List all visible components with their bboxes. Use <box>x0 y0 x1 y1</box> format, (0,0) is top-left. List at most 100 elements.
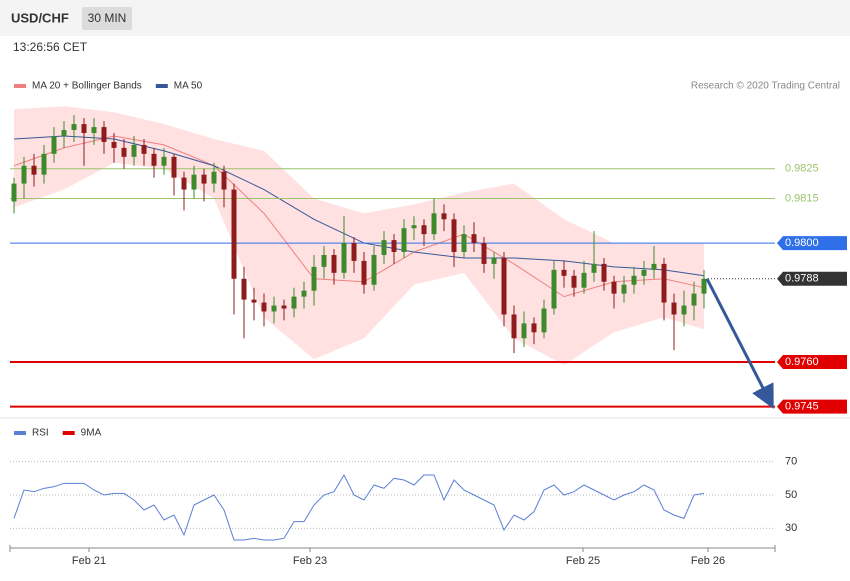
candle-body <box>41 153 47 175</box>
candle-body <box>691 293 697 306</box>
x-tick-label: Feb 23 <box>293 555 327 567</box>
candle-body <box>11 183 17 202</box>
y-tick-label: 30 <box>785 522 797 534</box>
candle-body <box>251 299 257 303</box>
level-label: 0.9745 <box>785 401 819 413</box>
candle-body <box>641 269 647 276</box>
level-label: 0.9825 <box>785 163 819 175</box>
legend-label: RSI <box>32 428 49 439</box>
candle-body <box>321 254 327 267</box>
candle-body <box>501 257 507 315</box>
legend-swatch <box>14 84 26 88</box>
interval-badge[interactable] <box>82 7 132 30</box>
candle-body <box>371 254 377 285</box>
candle-body <box>481 243 487 264</box>
candle-body <box>451 219 457 252</box>
candle-body <box>191 174 197 190</box>
level-label: 0.9815 <box>785 192 819 204</box>
candle-body <box>351 243 357 261</box>
candle-body <box>301 290 307 297</box>
candle-body <box>71 124 77 131</box>
candle-body <box>171 156 177 178</box>
candle-body <box>261 302 267 312</box>
symbol: USD/CHF <box>11 10 69 25</box>
candle-body <box>361 260 367 285</box>
candle-body <box>331 254 337 273</box>
candle-body <box>341 243 347 273</box>
level-tag <box>777 236 847 251</box>
candle-body <box>531 323 537 333</box>
candle-body <box>81 124 87 134</box>
candle-body <box>551 269 557 309</box>
candle-body <box>281 305 287 309</box>
candle-body <box>571 275 577 288</box>
level-label: 0.9800 <box>785 237 819 249</box>
candle-body <box>221 171 227 190</box>
candle-body <box>151 153 157 166</box>
candle-body <box>51 135 57 154</box>
header-bar <box>0 0 850 36</box>
candle-body <box>611 281 617 294</box>
candle-body <box>661 263 667 303</box>
candle-body <box>471 234 477 244</box>
candle-body <box>701 278 707 294</box>
candle-body <box>161 156 167 166</box>
candle-body <box>271 305 277 312</box>
candle-body <box>511 314 517 339</box>
candle-body <box>121 147 127 157</box>
candle-body <box>601 263 607 282</box>
legend-swatch <box>14 431 26 435</box>
y-tick-label: 70 <box>785 456 797 468</box>
candle-body <box>231 189 237 279</box>
candle-body <box>91 127 97 134</box>
candle-body <box>211 171 217 184</box>
candle-body <box>111 141 117 148</box>
interval[interactable]: 30 MIN <box>88 11 127 25</box>
candle-body <box>561 269 567 276</box>
legend-label: 9MA <box>81 428 102 439</box>
candle-body <box>141 144 147 154</box>
candle-body <box>681 305 687 315</box>
legend-swatch <box>62 431 75 435</box>
legend-label: MA 20 + Bollinger Bands <box>32 81 142 92</box>
candle-body <box>241 278 247 300</box>
candle-body <box>541 308 547 333</box>
candle-body <box>581 272 587 288</box>
candle-body <box>441 213 447 220</box>
legend-swatch <box>155 84 168 88</box>
candle-body <box>651 263 657 270</box>
candle-body <box>431 213 437 235</box>
forecast-arrow <box>705 278 774 410</box>
candle-body <box>631 275 637 285</box>
candle-body <box>131 144 137 157</box>
candle-body <box>181 177 187 190</box>
candle-body <box>201 174 207 184</box>
candle-body <box>671 302 677 315</box>
candle-body <box>21 165 27 184</box>
candle-body <box>61 130 67 136</box>
time: 13:26:56 CET <box>13 40 88 54</box>
candle-body <box>31 165 37 175</box>
candle-body <box>401 228 407 252</box>
level-label: 0.9760 <box>785 356 819 368</box>
level-tag <box>777 355 847 370</box>
x-tick-label: Feb 26 <box>691 555 725 567</box>
candle-body <box>591 263 597 273</box>
candle-body <box>421 225 427 235</box>
level-tag <box>777 399 847 414</box>
legend-label: MA 50 <box>174 81 203 92</box>
level-tag <box>777 271 847 286</box>
y-tick-label: 50 <box>785 489 797 501</box>
x-tick-label: Feb 21 <box>72 555 106 567</box>
level-label: 0.9788 <box>785 273 819 285</box>
candle-body <box>411 225 417 229</box>
candle-body <box>491 257 497 264</box>
candle-body <box>381 240 387 255</box>
candle-body <box>311 266 317 291</box>
candle-body <box>101 127 107 142</box>
candle-body <box>461 234 467 252</box>
bollinger-band <box>14 106 704 366</box>
x-tick-label: Feb 25 <box>566 555 600 567</box>
